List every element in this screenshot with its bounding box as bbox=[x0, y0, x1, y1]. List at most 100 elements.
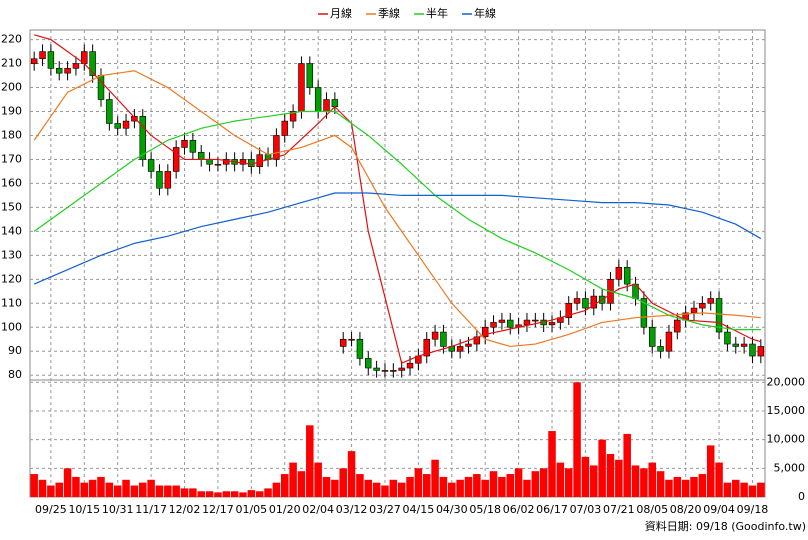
candle-body bbox=[365, 358, 372, 369]
candle-body bbox=[623, 267, 631, 285]
candle-body bbox=[39, 51, 46, 60]
volume-bar bbox=[498, 476, 506, 497]
volume-bar bbox=[439, 476, 448, 497]
candle-body bbox=[498, 319, 506, 323]
x-tick-label: 07/21 bbox=[603, 503, 635, 516]
candle-body bbox=[565, 302, 572, 318]
candle-body bbox=[690, 307, 698, 314]
volume-bar bbox=[297, 471, 306, 497]
candle-body bbox=[223, 159, 230, 165]
y-tick-label: 170 bbox=[1, 152, 22, 165]
volume-bar bbox=[489, 471, 498, 497]
candle-body bbox=[206, 159, 213, 165]
candle-body bbox=[64, 68, 71, 74]
volume-bar bbox=[623, 433, 631, 497]
volume-bar bbox=[214, 492, 222, 497]
y-tick-label: 80 bbox=[8, 368, 22, 381]
candle-body bbox=[306, 63, 314, 88]
volume-bar bbox=[573, 382, 581, 497]
x-tick-label: 01/05 bbox=[235, 503, 267, 516]
x-tick-label: 10/31 bbox=[102, 503, 134, 516]
volume-bar bbox=[30, 474, 38, 497]
volume-bar bbox=[564, 468, 573, 497]
volume-bar bbox=[306, 425, 314, 497]
x-tick-label: 03/27 bbox=[369, 503, 401, 516]
volume-bar bbox=[397, 482, 406, 497]
volume-bar bbox=[239, 492, 247, 497]
x-tick-label: 09/25 bbox=[35, 503, 67, 516]
volume-bar bbox=[732, 479, 740, 497]
candle-body bbox=[456, 346, 464, 352]
volume-bar bbox=[356, 474, 364, 497]
legend-label: 年線 bbox=[474, 6, 496, 20]
candle-body bbox=[507, 319, 514, 328]
volume-bar bbox=[280, 474, 289, 497]
y-tick-label: 220 bbox=[1, 33, 22, 46]
candle-body bbox=[89, 51, 96, 76]
volume-bar bbox=[548, 431, 556, 497]
candle-body bbox=[147, 159, 155, 172]
volume-bar bbox=[523, 479, 531, 497]
y-tick-label: 190 bbox=[1, 105, 22, 118]
y-tick-label: 0 bbox=[798, 490, 805, 503]
candle-body bbox=[732, 343, 739, 347]
volume-bar bbox=[706, 445, 715, 497]
volume-bar bbox=[640, 468, 648, 497]
candle-body bbox=[715, 298, 723, 333]
volume-bar bbox=[389, 479, 398, 497]
candle-body bbox=[189, 139, 197, 153]
candle-body bbox=[356, 338, 364, 359]
volume-bar bbox=[88, 479, 97, 497]
volume-bar bbox=[314, 462, 322, 497]
volume-bar bbox=[539, 468, 548, 497]
volume-bar bbox=[339, 468, 347, 497]
y-tick-label: 150 bbox=[1, 200, 22, 213]
y-tick-label: 160 bbox=[1, 176, 22, 189]
volume-bar bbox=[681, 479, 690, 497]
y-tick-label: 130 bbox=[1, 248, 22, 261]
volume-bar bbox=[180, 488, 189, 497]
x-tick-label: 01/20 bbox=[269, 503, 301, 516]
candle-body bbox=[197, 151, 205, 160]
y-tick-label: 210 bbox=[1, 57, 22, 70]
volume-bar bbox=[205, 491, 214, 497]
volume-bar bbox=[331, 479, 339, 497]
volume-bar bbox=[514, 468, 523, 497]
plot-frame bbox=[29, 29, 766, 498]
volume-bar bbox=[422, 474, 431, 497]
y-tick-label: 120 bbox=[1, 272, 22, 285]
candle-body bbox=[239, 159, 247, 165]
volume-bar bbox=[665, 479, 673, 497]
candle-body bbox=[699, 302, 706, 309]
volume-bar bbox=[147, 479, 155, 497]
volume-bar bbox=[113, 485, 122, 497]
volume-bar bbox=[255, 491, 264, 497]
candle-body bbox=[114, 123, 121, 129]
candle-body bbox=[490, 322, 497, 328]
volume-bar bbox=[130, 485, 139, 497]
volume-bar bbox=[506, 474, 515, 497]
volume-bar bbox=[431, 459, 439, 497]
volume-bar bbox=[222, 491, 231, 497]
volume-bar bbox=[531, 471, 540, 497]
volume-bar bbox=[757, 482, 765, 497]
legend-label: 季線 bbox=[378, 6, 400, 20]
candle-body bbox=[674, 319, 681, 333]
ma-line bbox=[33, 192, 762, 285]
volume-bar bbox=[172, 485, 180, 497]
candle-body bbox=[106, 99, 113, 124]
volume-bar bbox=[197, 491, 205, 497]
y-tick-label: 10,000 bbox=[767, 433, 806, 446]
volume-bar bbox=[448, 482, 456, 497]
x-tick-label: 09/04 bbox=[703, 503, 735, 516]
candle-body bbox=[481, 326, 489, 338]
volume-bar bbox=[615, 459, 623, 497]
volume-bar bbox=[55, 482, 63, 497]
volume-bar bbox=[322, 476, 331, 497]
volume-bar bbox=[648, 462, 657, 497]
ma-line bbox=[33, 70, 761, 348]
candle-body bbox=[757, 346, 765, 357]
volume-bar bbox=[105, 482, 114, 497]
volume-bar bbox=[414, 468, 423, 497]
volume-bar bbox=[690, 476, 698, 497]
